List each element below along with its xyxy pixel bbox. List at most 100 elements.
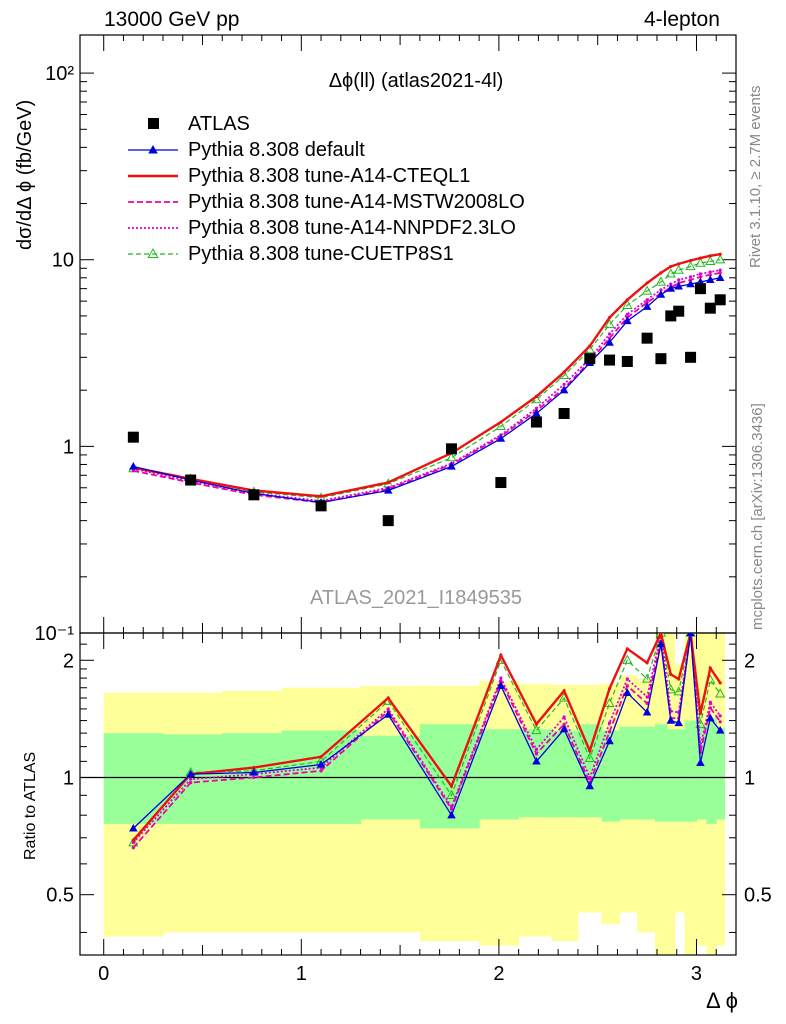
ratio-default-point (496, 681, 506, 689)
atlas-data-point (382, 515, 394, 527)
ratio-a14-cteql1-point (386, 696, 390, 700)
series-cuetp8s1-point (641, 285, 653, 295)
ratio-cuetp8s1-point (128, 837, 139, 847)
ratio-a14-mstw2008lo-point (607, 730, 612, 734)
ratio-a14-cteql1-point (562, 689, 566, 693)
ratio-y-tick-label-left: 2 (63, 650, 74, 672)
plot-title: Δϕ(ll) (atlas2021-4l) (329, 70, 504, 92)
series-a14-cteql1-point (386, 480, 390, 485)
ratio-default-point (559, 724, 569, 733)
ratio-cuetp8s1-point (673, 686, 684, 696)
legend-atlas-marker (148, 118, 159, 129)
energy-label: 13000 GeV pp (104, 8, 240, 31)
atlas-data-point (248, 489, 260, 501)
ratio-band-green (162, 734, 223, 824)
atlas-data-point (495, 477, 507, 489)
series-a14-mstw2008lo-point (718, 271, 722, 275)
series-a14-mstw2008lo-point (698, 275, 703, 279)
series-default-point (559, 385, 569, 394)
ratio-band-green (479, 729, 520, 820)
series-a14-nnpdf23lo-point (718, 268, 722, 272)
ratio-y-tick-label-right: 0.5 (744, 885, 772, 907)
series-cuetp8s1-point (446, 452, 457, 462)
ratio-cuetp8s1-point (622, 654, 633, 664)
ratio-a14-cteql1-point (499, 653, 503, 657)
ratio-a14-mstw2008lo-point (319, 769, 323, 773)
ratio-a14-cteql1-point (319, 755, 323, 759)
x-tick-label: 0 (98, 963, 109, 985)
ratio-a14-nnpdf23lo-point (499, 676, 503, 680)
ratio-default-point (715, 726, 725, 734)
ratio-band-green (619, 726, 638, 820)
legend-marker-cuetp8s1 (147, 247, 159, 258)
ratio-plot-frame (79, 632, 737, 956)
ratio-y-tick-label-right: 2 (744, 650, 755, 672)
ratio-a14-nnpdf23lo-point (708, 700, 712, 704)
ratio-a14-cteql1-point (607, 687, 612, 691)
ratio-band-green (666, 729, 676, 822)
legend-marker-default (148, 145, 158, 154)
ratio-default-point (129, 823, 138, 832)
series-default-point (129, 462, 138, 470)
ratio-a14-nnpdf23lo-point (189, 777, 193, 781)
ratio-a14-cteql1-point (625, 647, 629, 651)
ratio-a14-cteql1-point (131, 838, 135, 842)
series-a14-cteql1-point (659, 271, 663, 275)
main-y-tick-label: 1 (63, 436, 74, 458)
ratio-a14-cteql1-point (718, 681, 722, 685)
series-a14-nnpdf23lo-point (708, 270, 712, 274)
ratio-cuetp8s1-point (446, 789, 457, 799)
series-default-point (715, 273, 725, 281)
legend-label: Pythia 8.308 tune-A14-CTEQL1 (188, 165, 470, 187)
ratio-default-point (532, 756, 541, 765)
ratio-a14-cteql1-point (588, 749, 592, 753)
series-default-point (706, 275, 715, 284)
ratio-band-green (716, 727, 726, 820)
ratio-a14-nnpdf23lo-point (534, 747, 539, 752)
ratio-a14-nnpdf23lo-point (449, 805, 454, 809)
ratio-default-point (666, 716, 676, 724)
ratio-a14-cteql1-point (449, 784, 454, 788)
main-y-tick-label: 10⁻¹ (35, 623, 75, 645)
ratio-default-point (447, 810, 456, 819)
series-default-point (674, 281, 683, 290)
ratio-a14-cteql1-point (252, 766, 256, 770)
atlas-data-point (315, 500, 327, 512)
series-cuetp8s1-point (665, 268, 676, 278)
main-plot-frame (79, 34, 737, 634)
ratio-default-point (696, 758, 705, 767)
series-cuetp8s1-point (655, 276, 667, 286)
ratio-a14-cteql1-point (645, 661, 649, 665)
ratio-band-green (684, 720, 697, 822)
series-a14-cteql1-point (677, 262, 681, 266)
ratio-a14-cteql1-point (659, 633, 663, 635)
x-tick-label: 2 (493, 963, 504, 985)
ratio-band-green (518, 729, 553, 818)
legend-label: Pythia 8.308 default (188, 139, 365, 161)
atlas-data-point (704, 302, 716, 314)
legend-label: ATLAS (188, 113, 250, 135)
legend-label: Pythia 8.308 tune-A14-NNPDF2.3LO (188, 217, 516, 239)
ratio-a14-mstw2008lo-point (534, 752, 539, 756)
ratio-a14-cteql1-point (698, 711, 703, 716)
ratio-default-line (132, 633, 721, 829)
ratio-band-green (103, 733, 164, 824)
atlas-data-point (665, 310, 677, 322)
series-a14-cteql1-point (588, 344, 592, 348)
atlas-data-point (641, 332, 653, 344)
atlas-data-point (694, 283, 706, 295)
ratio-default-point (383, 710, 393, 718)
series-cuetp8s1-point (715, 254, 726, 264)
series-a14-cteql1-point (499, 420, 503, 424)
series-a14-cteql1-point (708, 254, 712, 258)
ratio-a14-mstw2008lo-point (625, 684, 629, 688)
ratio-default-point (656, 639, 666, 648)
ratio-band-green (654, 724, 668, 822)
ratio-default-point (706, 713, 715, 722)
x-tick-label: 1 (296, 963, 307, 985)
atlas-data-point (685, 351, 697, 363)
atlas-data-point (445, 443, 457, 455)
x-tick-label: 3 (691, 963, 702, 985)
ratio-a14-nnpdf23lo-point (562, 715, 566, 719)
series-default-point (447, 462, 456, 470)
